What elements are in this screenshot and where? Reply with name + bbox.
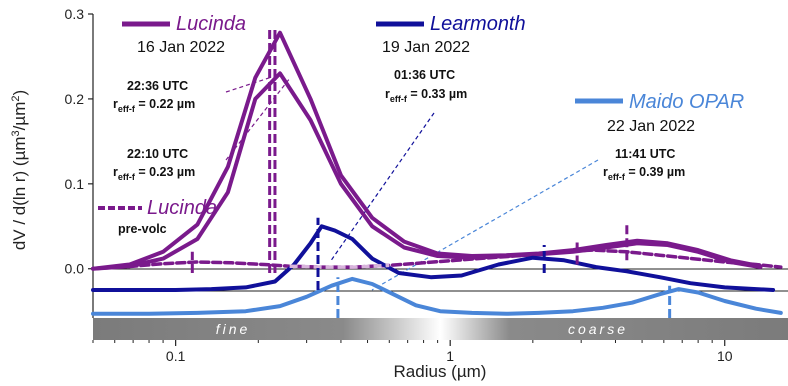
leader-2210: [225, 77, 291, 161]
series-layer: [91, 30, 783, 316]
band-fine-label: fine: [216, 321, 251, 337]
y-axis-title-sup-1: 3: [10, 130, 22, 136]
annotation-1141-reff: reff-f = 0.39 µm: [603, 165, 685, 182]
band-coarse-label: coarse: [568, 321, 628, 337]
annotation-2210: 22:10 UTC reff-f = 0.23 µm: [113, 147, 195, 182]
x-tick-label-1: 1: [446, 348, 454, 364]
leader-0136: [329, 112, 435, 263]
leader-1141: [371, 159, 599, 291]
y-axis-title-part-2: /µm: [10, 102, 29, 131]
series-line-0: [91, 30, 763, 271]
legend-date-maido: 22 Jan 2022: [607, 118, 695, 135]
leader-2236: [225, 76, 273, 93]
series-line-3: [91, 224, 776, 292]
series-line-1: [91, 71, 763, 271]
reff-prefix-4: r: [603, 165, 608, 179]
reff-value-4: 0.39 µm: [639, 165, 685, 179]
y-axis-title: dV / d(ln r) (µm3/µm2): [10, 90, 29, 250]
reff-sub-1: eff-f: [118, 104, 136, 114]
reff-marker-layer: [190, 26, 672, 318]
series-line-4: [91, 276, 783, 316]
annotation-0136-reff: reff-f = 0.33 µm: [385, 87, 467, 104]
reff-eq-2: =: [135, 165, 149, 179]
reff-value-3: 0.33 µm: [421, 87, 467, 101]
annotation-leaders: [225, 76, 599, 291]
annotation-2236-time: 22:36 UTC: [127, 79, 188, 93]
legend-date-lucinda: 16 Jan 2022: [137, 39, 225, 56]
reff-prefix-2: r: [113, 165, 118, 179]
y-tick-label-1: 0.1: [65, 176, 85, 192]
y-axis-title-part-3: ): [10, 90, 29, 96]
annotation-2210-reff: reff-f = 0.23 µm: [113, 165, 195, 182]
y-tick-label-2: 0.2: [65, 91, 85, 107]
reff-value-1: 0.22 µm: [149, 97, 195, 111]
reff-sub-4: eff-f: [608, 172, 626, 182]
y-tick-label-0: 0.0: [65, 261, 85, 277]
annotation-0136-time: 01:36 UTC: [394, 68, 455, 82]
reff-prefix-3: r: [385, 87, 390, 101]
reff-sub-2: eff-f: [118, 172, 136, 182]
size-band: [93, 318, 788, 340]
legend-label-lucinda: Lucinda: [176, 13, 246, 35]
legend-label-learmonth: Learmonth: [430, 13, 526, 35]
legend-label-prevolc: Lucinda: [147, 197, 217, 219]
y-tick-label-3: 0.3: [65, 6, 85, 22]
x-axis-title: Radius (µm): [394, 362, 487, 381]
series-line-prevolc-light: [289, 263, 390, 269]
annotation-2236: 22:36 UTC reff-f = 0.22 µm: [113, 79, 195, 114]
y-ticks: 0.0 0.1 0.2 0.3: [65, 6, 93, 277]
x-ticks: 0.1 1 10: [92, 340, 733, 364]
reff-sub-3: eff-f: [390, 94, 408, 104]
x-tick-label-2: 10: [717, 348, 733, 364]
annotation-0136: 01:36 UTC reff-f = 0.33 µm: [385, 68, 467, 104]
reff-eq-3: =: [407, 87, 421, 101]
reff-eq-4: =: [625, 165, 639, 179]
reff-prefix-1: r: [113, 97, 118, 111]
x-tick-label-0: 0.1: [166, 348, 186, 364]
y-axis-title-part-1: dV / d(ln r) (µm: [10, 136, 29, 250]
legend-label-maido: Maido OPAR: [629, 91, 744, 113]
annotation-2236-reff: reff-f = 0.22 µm: [113, 97, 195, 114]
reff-value-2: 0.23 µm: [149, 165, 195, 179]
annotation-1141: 11:41 UTC reff-f = 0.39 µm: [603, 147, 685, 182]
reff-eq-1: =: [135, 97, 149, 111]
legend-sub-prevolc: pre-volc: [118, 222, 167, 236]
annotation-1141-time: 11:41 UTC: [615, 147, 675, 161]
annotation-2210-time: 22:10 UTC: [127, 147, 188, 161]
legend-date-learmonth: 19 Jan 2022: [382, 39, 470, 56]
y-axis-title-sup-2: 2: [10, 96, 22, 102]
series-line-2: [91, 248, 783, 271]
